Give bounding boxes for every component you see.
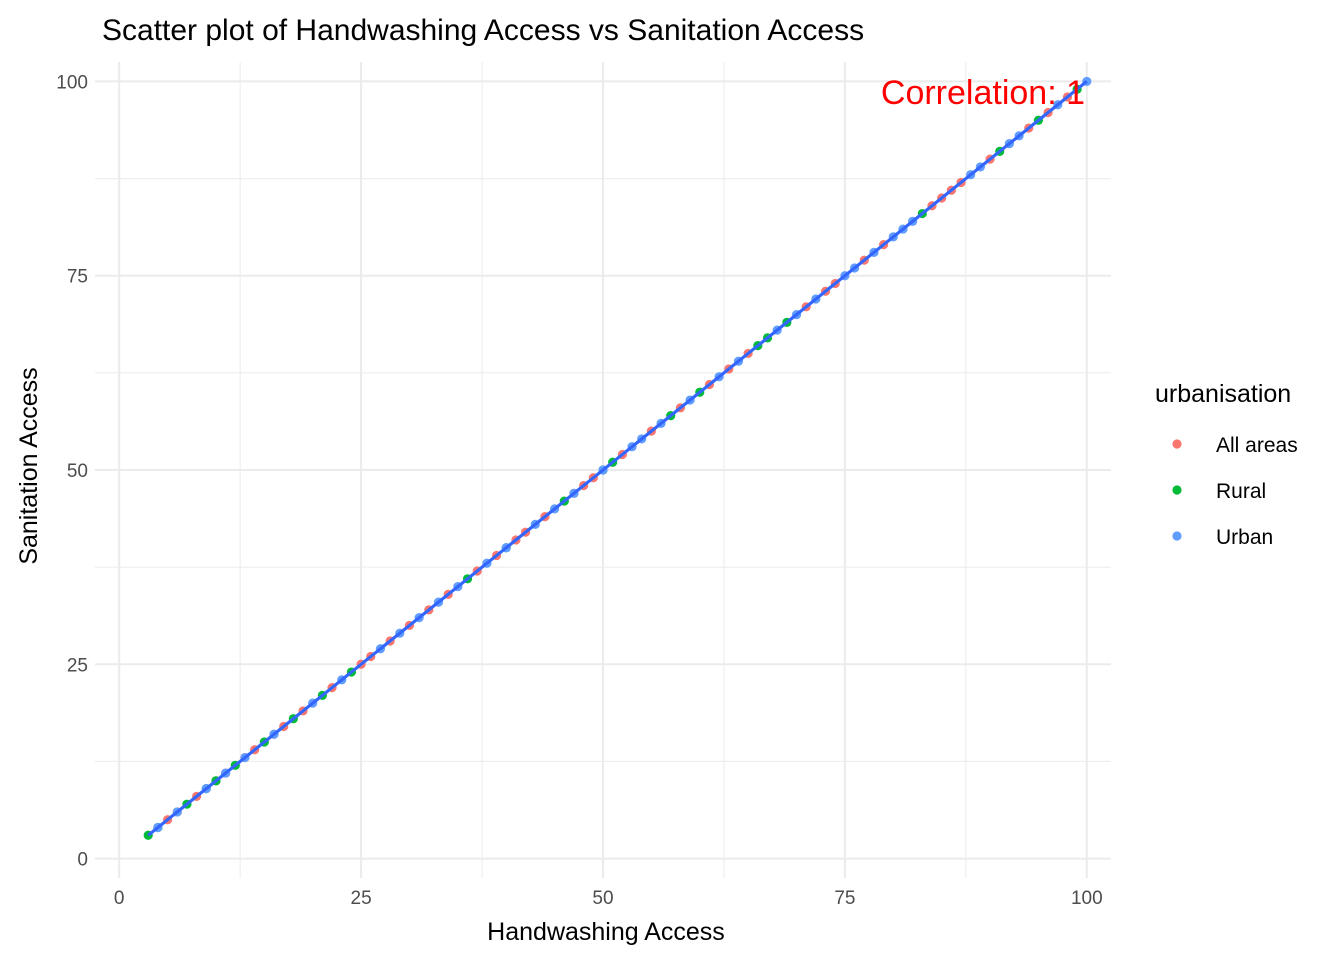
axis-ticks: 0 25 50 75 100 0 25 50 75 100 — [56, 72, 1102, 909]
x-tick-label: 0 — [114, 888, 125, 909]
legend-key-all-areas — [1172, 439, 1182, 449]
x-tick-label: 25 — [351, 888, 372, 909]
regression-line — [147, 80, 1088, 837]
x-tick-label: 75 — [834, 888, 855, 909]
y-axis-title: Sanitation Access — [15, 367, 43, 564]
y-tick-label: 0 — [77, 850, 88, 871]
y-tick-label: 100 — [56, 72, 88, 93]
legend-key-rural — [1172, 485, 1182, 495]
legend: urbanisation All areas Rural Urban — [1155, 380, 1298, 549]
y-tick-label: 25 — [67, 655, 88, 676]
legend-items: All areas Rural Urban — [1172, 434, 1298, 549]
y-tick-label: 75 — [67, 267, 88, 288]
grid — [95, 62, 1111, 878]
legend-title: urbanisation — [1155, 380, 1291, 408]
x-tick-label: 50 — [592, 888, 613, 909]
y-tick-label: 50 — [67, 461, 88, 482]
legend-label: All areas — [1216, 434, 1298, 457]
x-axis-title: Handwashing Access — [487, 918, 725, 946]
legend-label: Rural — [1216, 480, 1266, 503]
x-tick-label: 100 — [1071, 888, 1103, 909]
chart-title: Scatter plot of Handwashing Access vs Sa… — [102, 14, 864, 47]
correlation-annotation: Correlation: 1 — [881, 74, 1085, 112]
legend-label: Urban — [1216, 526, 1273, 549]
legend-key-urban — [1172, 531, 1182, 541]
